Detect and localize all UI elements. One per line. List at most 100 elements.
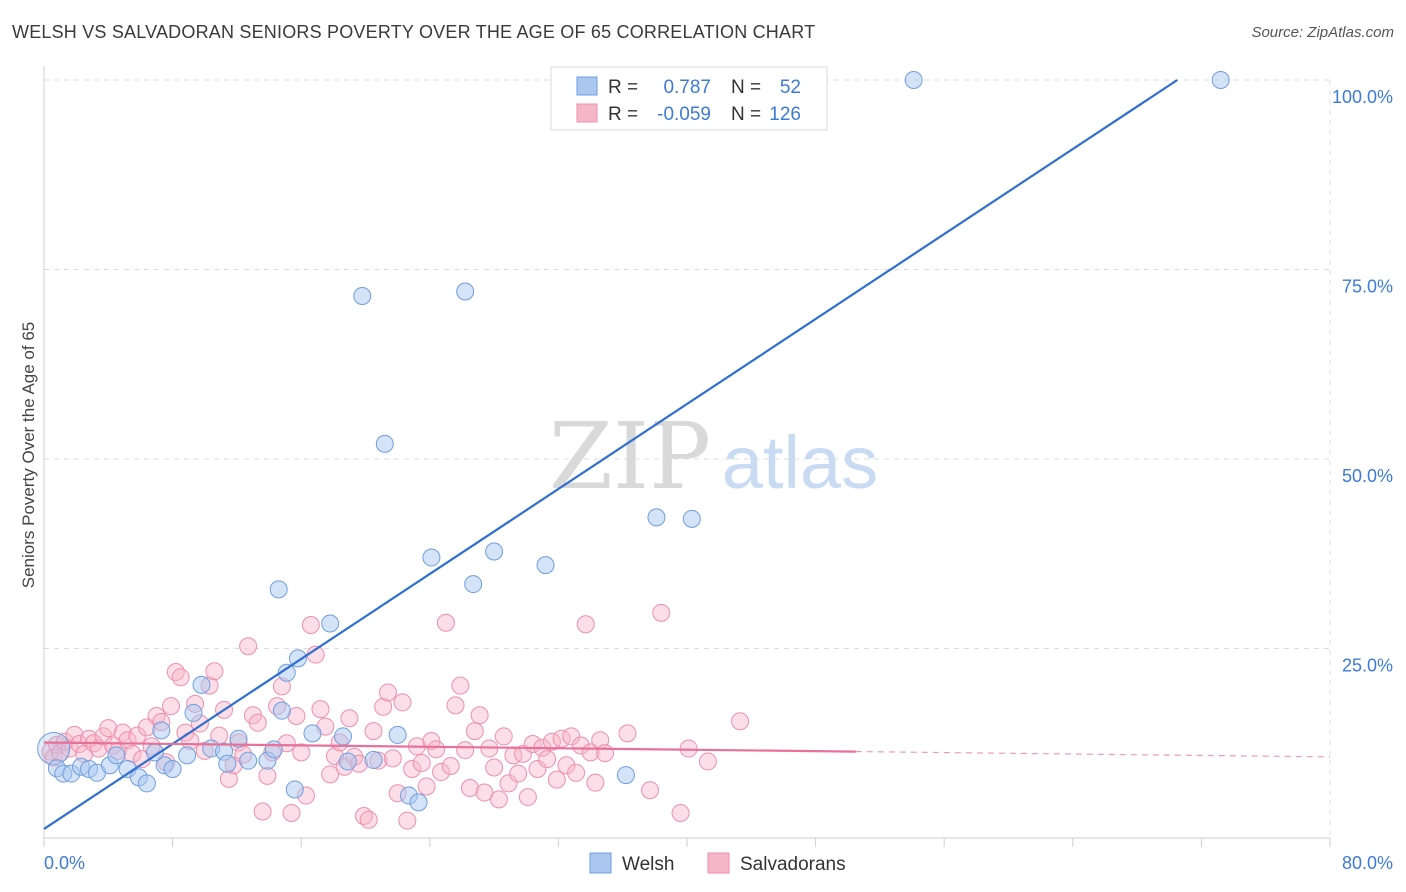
salvadorans-point [383, 749, 402, 768]
salvadorans-point [412, 753, 431, 772]
welsh-point [107, 746, 126, 765]
welsh-point [456, 282, 475, 301]
legend-salvadorans-n-value: 126 [769, 104, 801, 125]
salvadorans-point [99, 719, 118, 738]
legend-welsh-r-value: 0.787 [663, 77, 711, 98]
salvadorans-point [698, 752, 717, 771]
salvadorans-point [417, 777, 436, 796]
welsh-point [277, 663, 296, 682]
welsh-point [218, 754, 237, 773]
salvadorans-point [567, 763, 586, 782]
x-tick-label: 80.0% [1342, 853, 1393, 873]
welsh-point [229, 729, 248, 748]
legend-welsh-swatch [576, 76, 598, 96]
salvadorans-point [248, 713, 267, 732]
legend-salvadorans-n-label: N = [731, 104, 761, 125]
legend-welsh-n-value: 52 [780, 77, 801, 98]
tick-labels: 100.0% 75.0% 50.0% 25.0% 0.0% 80.0% [44, 87, 1393, 873]
welsh-point [184, 703, 203, 722]
legend-salvadorans-r-label: R = [608, 104, 638, 125]
salvadorans-point [528, 760, 547, 779]
salvadorans-point [494, 727, 513, 746]
salvadorans-point [652, 603, 671, 622]
salvadorans-point [489, 790, 508, 809]
salvadorans-point [393, 693, 412, 712]
welsh-point [137, 774, 156, 793]
y-tick-label: 50.0% [1342, 466, 1393, 486]
welsh-point [375, 434, 394, 453]
salvadorans-point [596, 744, 615, 763]
salvadorans-point [456, 741, 475, 760]
salvadorans-point [571, 736, 590, 755]
welsh-point [272, 701, 291, 720]
salvadorans-point [282, 803, 301, 822]
welsh-point [364, 750, 383, 769]
watermark: ZIP atlas [549, 403, 878, 510]
welsh-point [616, 766, 635, 785]
watermark-atlas: atlas [722, 421, 878, 504]
legend-salvadorans-swatch [576, 103, 598, 123]
salvadorans-point [547, 770, 566, 789]
salvadorans-point [446, 696, 465, 715]
welsh-point [163, 760, 182, 779]
salvadorans-point [586, 773, 605, 792]
watermark-zip: ZIP [549, 403, 711, 510]
salvadorans-point [161, 697, 180, 716]
welsh-point [464, 575, 483, 594]
chart-title: WELSH VS SALVADORAN SENIORS POVERTY OVER… [12, 22, 816, 42]
salvadorans-point [475, 783, 494, 802]
y-tick-label: 75.0% [1342, 277, 1393, 297]
salvadorans-point [451, 676, 470, 695]
welsh-point [353, 287, 372, 306]
salvadorans-point [671, 803, 690, 822]
salvadorans-point [499, 774, 518, 793]
salvadorans-point [542, 732, 561, 751]
series-legend-salvadorans-swatch [707, 852, 730, 874]
salvadorans-point [518, 788, 537, 807]
salvadorans-point [171, 668, 190, 687]
legend-welsh-n-label: N = [731, 77, 761, 98]
salvadorans-point [465, 722, 484, 741]
gridlines [44, 79, 1331, 838]
salvadorans-point [398, 811, 417, 830]
y-tick-label: 100.0% [1332, 87, 1393, 107]
welsh-point [192, 675, 211, 694]
salvadorans-point [427, 740, 446, 759]
salvadorans-point [340, 709, 359, 728]
axes [43, 66, 1331, 847]
x-tick-label: 0.0% [44, 853, 85, 873]
welsh-point [333, 727, 352, 746]
salvadorans-point [557, 756, 576, 775]
welsh-point [682, 509, 701, 528]
salvadorans-point [432, 763, 451, 782]
series-legend-welsh-label: Welsh [622, 854, 674, 875]
salvadorans-point [205, 662, 224, 681]
y-axis-label: Seniors Poverty Over the Age of 65 [19, 322, 38, 588]
welsh-points [37, 71, 1230, 812]
salvadorans-point [436, 613, 455, 632]
welsh-point [264, 740, 283, 759]
welsh-point [303, 724, 322, 743]
salvadorans-point [89, 739, 108, 758]
salvadorans-point [311, 700, 330, 719]
salvadorans-trend-line [43, 741, 856, 753]
salvadorans-point [514, 744, 533, 763]
welsh-trend-line [43, 79, 1178, 830]
salvadorans-point [460, 778, 479, 797]
salvadorans-point [176, 723, 195, 742]
welsh-point [409, 793, 428, 812]
series-legend-welsh-swatch [589, 852, 612, 874]
salvadorans-point [618, 724, 637, 743]
salvadorans-point [258, 766, 277, 785]
y-tick-label: 25.0% [1342, 656, 1393, 676]
series-legend-salvadorans-label: Salvadorans [740, 854, 846, 875]
salvadorans-point [374, 697, 393, 716]
salvadorans-point [485, 758, 504, 777]
series-legend: Welsh Salvadorans [589, 852, 846, 875]
welsh-point [239, 751, 258, 770]
salvadorans-point [379, 683, 398, 702]
trend-lines [43, 79, 1331, 830]
legend-salvadorans-r-value: -0.059 [657, 104, 711, 125]
salvadorans-point [359, 810, 378, 829]
welsh-point [904, 71, 923, 89]
